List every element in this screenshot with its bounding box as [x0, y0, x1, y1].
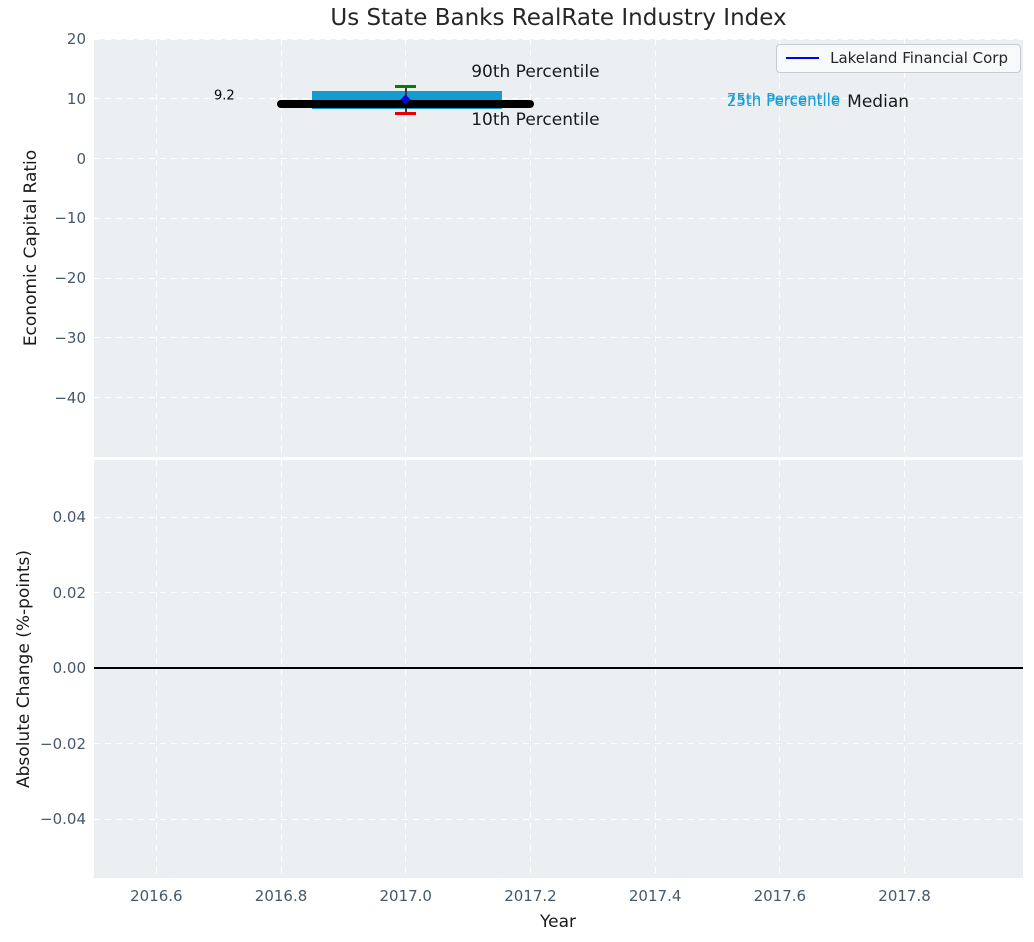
top-axes: 9.2 90th Percentile 10th Percentile 75th Pe… — [94, 38, 1023, 457]
x-tick-label: 2017.2 — [504, 887, 557, 905]
gridline-vertical — [779, 39, 781, 457]
p90-cap — [395, 84, 417, 88]
gridline-horizontal — [94, 818, 1023, 820]
bottom-axes — [94, 460, 1023, 878]
gridline-horizontal — [94, 277, 1023, 279]
gridline-horizontal — [94, 217, 1023, 219]
x-tick-label: 2016.6 — [130, 887, 183, 905]
x-tick-label: 2017.6 — [753, 887, 807, 905]
y-axis-label-top: Economic Capital Ratio — [21, 149, 41, 347]
y-tick-label: 0 — [76, 149, 86, 168]
y-tick-label: −10 — [54, 209, 86, 228]
y-tick-label: 0.02 — [52, 583, 86, 602]
x-tick-label: 2016.8 — [254, 887, 308, 905]
gridline-horizontal — [94, 98, 1023, 100]
annotation-median: Median — [847, 91, 910, 112]
y-tick-label: −20 — [54, 269, 86, 288]
gridline-vertical — [904, 39, 906, 457]
gridline-vertical — [155, 39, 157, 457]
y-tick-label: 20 — [66, 30, 86, 48]
p10-cap — [395, 112, 417, 116]
gridline-horizontal — [94, 158, 1023, 160]
gridline-horizontal — [94, 337, 1023, 339]
zero-line — [94, 667, 1023, 670]
gridline-vertical — [405, 39, 407, 457]
legend-line-icon — [786, 57, 820, 59]
y-tick-label: −40 — [54, 388, 86, 407]
x-tick-label: 2017.4 — [628, 887, 682, 905]
annotation-90th-percentile: 90th Percentile — [471, 62, 600, 83]
y-tick-label: 0.00 — [52, 659, 86, 678]
gridline-vertical — [654, 39, 656, 457]
y-tick-label: −0.04 — [40, 810, 86, 829]
gridline-horizontal — [94, 516, 1023, 518]
x-tick-label: 2017.0 — [379, 887, 432, 905]
gridline-horizontal — [94, 592, 1023, 594]
annotation-75th-percentile: 75th Percentile — [726, 89, 841, 108]
x-axis-label: Year — [540, 912, 576, 932]
annotation-25th-percentile: 25th Percentile — [726, 92, 841, 111]
legend-label: Lakeland Financial Corp — [830, 49, 1008, 67]
y-tick-label: 10 — [66, 89, 86, 108]
gridline-horizontal — [94, 397, 1023, 399]
chart-title: Us State Banks RealRate Industry Index — [330, 5, 787, 31]
gridline-horizontal — [94, 743, 1023, 745]
y-tick-label: 0.04 — [52, 508, 86, 527]
annotation-9-2: 9.2 — [213, 88, 235, 103]
x-tick-label: 2017.8 — [878, 887, 931, 905]
y-tick-label: −30 — [54, 328, 86, 347]
gridline-horizontal — [94, 38, 1023, 40]
legend: Lakeland Financial Corp — [776, 44, 1021, 73]
annotation-10th-percentile: 10th Percentile — [471, 109, 600, 130]
y-tick-label: −0.02 — [40, 734, 86, 753]
gridline-vertical — [529, 39, 531, 457]
gridline-vertical — [280, 39, 282, 457]
